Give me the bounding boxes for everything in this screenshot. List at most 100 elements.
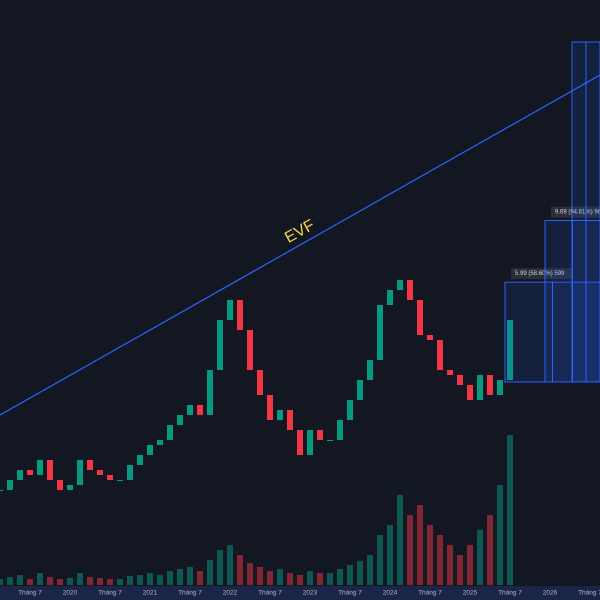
- volume-bar: [387, 525, 393, 585]
- candle: [47, 460, 53, 480]
- candle: [457, 375, 463, 385]
- candle: [467, 385, 473, 400]
- candle: [477, 375, 483, 400]
- candle: [177, 415, 183, 425]
- candle: [97, 470, 103, 475]
- x-axis: [0, 586, 600, 600]
- candle: [427, 335, 433, 340]
- volume-bar: [97, 578, 103, 585]
- volume-bar: [247, 563, 253, 585]
- candle: [417, 300, 423, 335]
- volume-bar: [217, 550, 223, 585]
- volume-bar: [257, 567, 263, 585]
- volume-bar: [457, 555, 463, 585]
- volume-bar: [237, 555, 243, 585]
- volume-bar: [507, 435, 513, 585]
- candle: [37, 460, 43, 475]
- candle: [317, 430, 323, 440]
- volume-bar: [397, 495, 403, 585]
- candle: [27, 470, 33, 475]
- x-tick-label: Tháng 7: [498, 590, 522, 597]
- volume-bar: [117, 579, 123, 585]
- volume-bar: [207, 560, 213, 585]
- candle: [67, 485, 73, 490]
- candle: [407, 280, 413, 300]
- x-tick-label: Tháng 7: [578, 590, 600, 597]
- volume-bar: [347, 565, 353, 585]
- candle: [77, 460, 83, 485]
- volume-bar: [447, 545, 453, 585]
- volume-bar: [227, 545, 233, 585]
- volume-bar: [67, 578, 73, 585]
- measure-label-bg: [551, 206, 600, 218]
- candle: [127, 465, 133, 480]
- trend-line: [0, 74, 600, 416]
- candle: [117, 480, 123, 481]
- x-tick-label: Tháng 7: [178, 590, 202, 597]
- volume-bar: [297, 575, 303, 585]
- volume-bar: [477, 530, 483, 585]
- volume-bar: [27, 579, 33, 585]
- candle: [87, 460, 93, 470]
- volume-bar: [467, 545, 473, 585]
- volume-bar: [197, 571, 203, 585]
- candle: [437, 340, 443, 370]
- candle: [307, 430, 313, 455]
- volume-bar: [367, 555, 373, 585]
- candle: [17, 470, 23, 480]
- candle: [167, 425, 173, 440]
- x-tick-label: 2022: [223, 590, 238, 597]
- x-tick-label: Tháng 7: [18, 590, 42, 597]
- volume-bar: [437, 535, 443, 585]
- volume-bar: [427, 525, 433, 585]
- volume-bar: [337, 569, 343, 585]
- volume-bar: [497, 485, 503, 585]
- candle: [207, 370, 213, 415]
- volume-bar: [267, 571, 273, 585]
- x-tick-label: 2024: [383, 590, 398, 597]
- candle: [377, 305, 383, 360]
- measure-label: 5.99 (58.60%) 599: [515, 271, 565, 277]
- x-tick-label: Tháng 7: [98, 590, 122, 597]
- candle: [347, 400, 353, 420]
- x-tick-label: Tháng 7: [418, 590, 442, 597]
- candle: [277, 410, 283, 420]
- x-tick-label: 2026: [543, 590, 558, 597]
- candle: [57, 480, 63, 490]
- candle: [107, 475, 113, 480]
- volume-bar: [57, 579, 63, 585]
- candle: [257, 370, 263, 395]
- volume-bar: [157, 575, 163, 585]
- volume-bar: [17, 575, 23, 585]
- candle: [157, 440, 163, 445]
- volume-bar: [327, 573, 333, 585]
- volume-bar: [407, 515, 413, 585]
- volume-bar: [287, 573, 293, 585]
- volume-bar: [167, 571, 173, 585]
- volume-bar: [487, 515, 493, 585]
- candle: [217, 320, 223, 370]
- x-tick-label: 2025: [463, 590, 478, 597]
- candle: [137, 455, 143, 465]
- volume-bar: [7, 577, 13, 585]
- candle: [397, 280, 403, 290]
- volume-bar: [47, 577, 53, 585]
- volume-bar: [317, 573, 323, 585]
- candle: [447, 370, 453, 375]
- candle: [327, 440, 333, 441]
- volume-bar: [377, 535, 383, 585]
- candle: [357, 380, 363, 400]
- candle: [367, 360, 373, 380]
- candle: [487, 375, 493, 395]
- volume-bar: [87, 577, 93, 585]
- measure-label-bg: [511, 268, 573, 280]
- volume-bar: [127, 576, 133, 585]
- volume-bar: [37, 573, 43, 585]
- x-tick-label: 2023: [303, 590, 318, 597]
- volume-bar: [137, 575, 143, 585]
- candle: [297, 430, 303, 455]
- candle: [287, 410, 293, 430]
- volume-bar: [147, 573, 153, 585]
- candle: [337, 420, 343, 440]
- volume-bar: [107, 579, 113, 585]
